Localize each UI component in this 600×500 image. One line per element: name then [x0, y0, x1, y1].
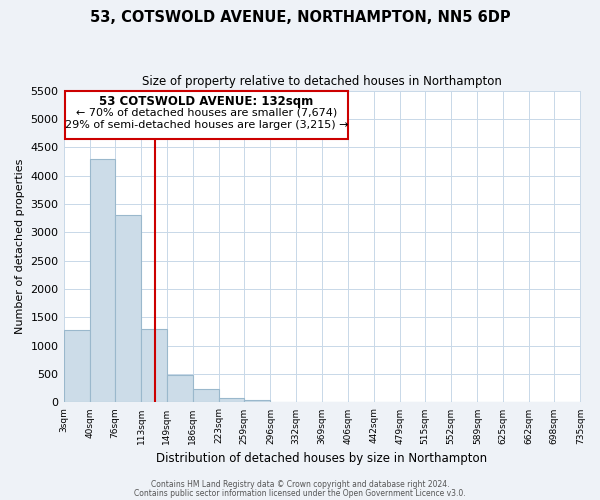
Bar — [167, 375, 193, 402]
Bar — [219, 398, 244, 402]
Text: Contains HM Land Registry data © Crown copyright and database right 2024.: Contains HM Land Registry data © Crown c… — [151, 480, 449, 489]
Y-axis label: Number of detached properties: Number of detached properties — [15, 159, 25, 334]
FancyBboxPatch shape — [65, 91, 348, 140]
X-axis label: Distribution of detached houses by size in Northampton: Distribution of detached houses by size … — [157, 452, 488, 465]
Text: Contains public sector information licensed under the Open Government Licence v3: Contains public sector information licen… — [134, 488, 466, 498]
Text: 29% of semi-detached houses are larger (3,215) →: 29% of semi-detached houses are larger (… — [65, 120, 349, 130]
Bar — [115, 216, 141, 402]
Bar — [64, 330, 89, 402]
Bar — [193, 389, 219, 402]
Text: 53 COTSWOLD AVENUE: 132sqm: 53 COTSWOLD AVENUE: 132sqm — [100, 95, 314, 108]
Bar — [89, 158, 115, 402]
Title: Size of property relative to detached houses in Northampton: Size of property relative to detached ho… — [142, 75, 502, 88]
Text: ← 70% of detached houses are smaller (7,674): ← 70% of detached houses are smaller (7,… — [76, 108, 337, 118]
Text: 53, COTSWOLD AVENUE, NORTHAMPTON, NN5 6DP: 53, COTSWOLD AVENUE, NORTHAMPTON, NN5 6D… — [89, 10, 511, 25]
Bar — [244, 400, 271, 402]
Bar — [141, 330, 167, 402]
